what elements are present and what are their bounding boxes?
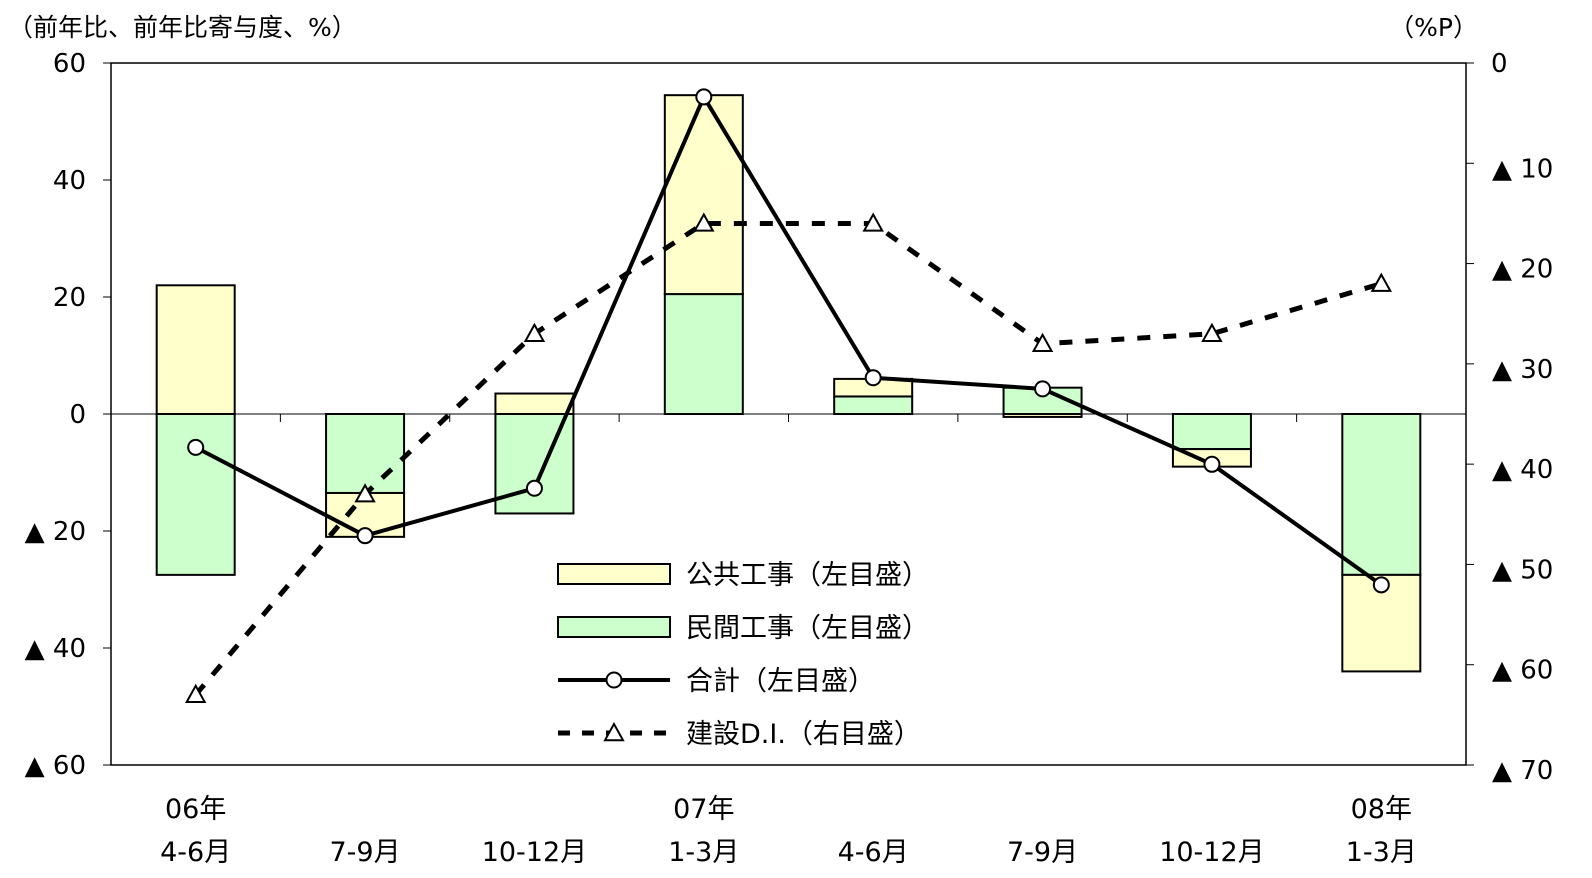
right-tick-label: ▲ 20	[1492, 255, 1553, 285]
left-tick-label: 0	[69, 400, 86, 430]
x-label-period: 7-9月	[1007, 837, 1078, 868]
bar-segment	[663, 94, 744, 296]
left-tick-label: ▲ 40	[25, 634, 86, 664]
x-label-year: 07年	[673, 794, 734, 825]
legend-swatch	[557, 616, 671, 638]
bar-segment	[1341, 413, 1422, 576]
legend-marker	[603, 721, 625, 742]
x-label-year: 06年	[165, 794, 226, 825]
left-tick-label: ▲ 20	[25, 517, 86, 547]
bar-segment	[1171, 413, 1252, 451]
bar-segment	[155, 284, 236, 415]
total-point	[1034, 380, 1052, 398]
left-tick-label: 60	[53, 49, 86, 79]
total-point	[187, 438, 205, 456]
x-label-period: 4-6月	[838, 837, 909, 868]
di-line-group	[184, 212, 1393, 703]
right-tick-label: ▲ 50	[1492, 555, 1553, 585]
x-label-period: 1-3月	[1346, 837, 1417, 868]
bar-segment	[325, 413, 406, 494]
x-label-period: 1-3月	[668, 837, 739, 868]
x-label-year: 08年	[1351, 794, 1412, 825]
total-point	[525, 479, 543, 497]
di-point	[523, 322, 546, 342]
left-axis-ticks: 60 40 20 0 ▲ 20 ▲ 40 ▲ 60	[25, 49, 111, 781]
right-tick-label: ▲ 30	[1492, 355, 1553, 385]
bar-segment	[833, 395, 914, 416]
left-tick-label: 20	[53, 283, 86, 313]
x-label-period: 10-12月	[482, 837, 587, 868]
bar-segment	[155, 413, 236, 576]
x-axis-labels: 06年 4-6月 7-9月 10-12月 07年 1-3月 4-6月 7-9月 10-12月 08…	[160, 794, 1417, 868]
di-point	[1201, 322, 1223, 342]
di-series-line	[193, 220, 1383, 697]
total-point	[1372, 576, 1390, 594]
right-tick-label: ▲ 10	[1492, 154, 1553, 184]
right-unit-label: （%P）	[1389, 13, 1478, 42]
total-series-line	[194, 94, 1383, 587]
legend-swatch	[557, 563, 671, 585]
total-point	[695, 88, 713, 106]
right-axis-ticks: 0 ▲ 10 ▲ 20 ▲ 30 ▲ 40 ▲ 50 ▲ 60 ▲ 70	[1466, 49, 1553, 786]
legend-label: 建設D.I.（右目盛）	[686, 719, 921, 750]
di-point	[862, 212, 884, 232]
di-point	[1031, 332, 1054, 352]
x-axis-ticks	[279, 414, 1298, 422]
legend: 公共工事（左目盛） 民間工事（左目盛） 合計（左目盛） 建設D.I.（右目盛）	[557, 560, 929, 750]
right-tick-label: 0	[1491, 49, 1508, 79]
di-point	[693, 212, 715, 232]
right-tick-label: ▲ 40	[1492, 455, 1553, 485]
left-tick-label: 40	[53, 166, 86, 196]
total-point	[864, 369, 882, 387]
di-point	[1370, 272, 1393, 292]
di-point	[354, 483, 376, 503]
legend-marker	[605, 671, 623, 689]
bar-segment	[494, 392, 575, 415]
left-unit-label: （前年比、前年比寄与度、%）	[8, 13, 357, 42]
total-point	[1203, 455, 1221, 473]
bars-group	[155, 94, 1422, 673]
total-point	[356, 527, 374, 545]
legend-label: 民間工事（左目盛）	[686, 613, 929, 644]
right-tick-label: ▲ 70	[1492, 756, 1553, 786]
right-tick-label: ▲ 60	[1492, 656, 1553, 686]
total-line-group	[187, 88, 1390, 594]
legend-label: 合計（左目盛）	[686, 666, 875, 697]
di-point	[184, 683, 207, 703]
x-label-period: 7-9月	[330, 837, 401, 868]
x-label-period: 10-12月	[1159, 837, 1264, 868]
x-label-period: 4-6月	[160, 837, 231, 868]
bar-segment	[663, 293, 744, 416]
left-tick-label: ▲ 60	[25, 751, 86, 781]
legend-label: 公共工事（左目盛）	[686, 560, 929, 591]
